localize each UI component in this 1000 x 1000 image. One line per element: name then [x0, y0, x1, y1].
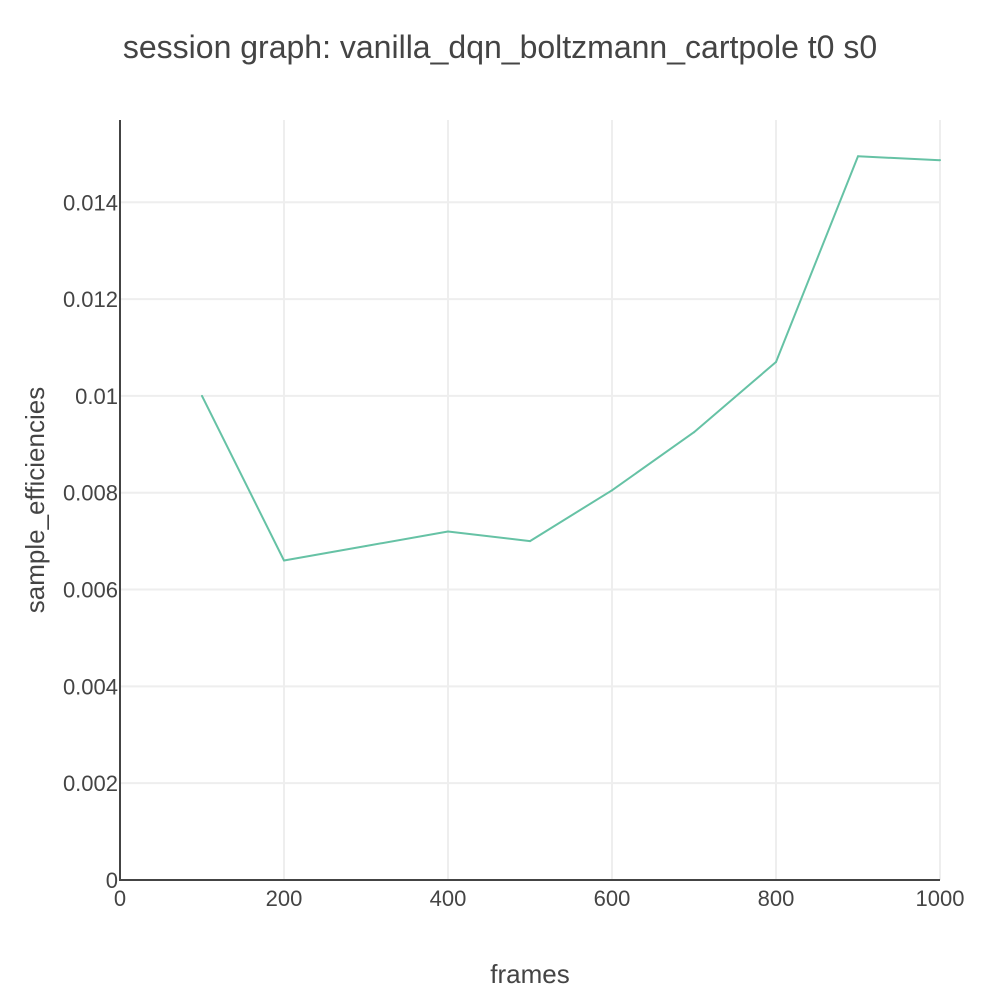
- y-tick-label: 0.006: [63, 578, 118, 603]
- data-point: [775, 361, 777, 364]
- y-tick-label: 0: [106, 868, 118, 893]
- gridlines: [120, 120, 941, 880]
- y-axis-label: sample_efficiencies: [20, 386, 50, 614]
- tick-labels: 0 200 400 600 800 1000 0 0.002 0.004 0.006 0.008 0.…: [63, 190, 965, 911]
- data-point: [529, 540, 531, 543]
- y-tick-label: 0.008: [63, 481, 118, 506]
- data-point: [447, 530, 449, 533]
- data-point: [939, 159, 941, 162]
- data-point: [365, 544, 367, 547]
- axes: [119, 120, 940, 881]
- x-tick-label: 1000: [916, 886, 965, 911]
- data-point: [693, 431, 695, 434]
- y-tick-label: 0.014: [63, 190, 118, 215]
- y-tick-label: 0.01: [75, 384, 118, 409]
- data-point: [283, 559, 285, 562]
- data-point: [611, 489, 613, 492]
- data-point: [201, 394, 203, 397]
- series-layer: [201, 155, 941, 562]
- data-point: [857, 155, 859, 158]
- x-tick-label: 0: [114, 886, 126, 911]
- x-axis-label: frames: [490, 959, 570, 989]
- x-tick-label: 400: [430, 886, 467, 911]
- x-tick-label: 200: [266, 886, 303, 911]
- chart-title: session graph: vanilla_dqn_boltzmann_car…: [122, 29, 878, 65]
- y-tick-label: 0.012: [63, 287, 118, 312]
- series-line: [201, 155, 941, 562]
- x-tick-label: 800: [758, 886, 795, 911]
- y-tick-label: 0.002: [63, 771, 118, 796]
- y-tick-label: 0.004: [63, 674, 118, 699]
- x-tick-label: 600: [594, 886, 631, 911]
